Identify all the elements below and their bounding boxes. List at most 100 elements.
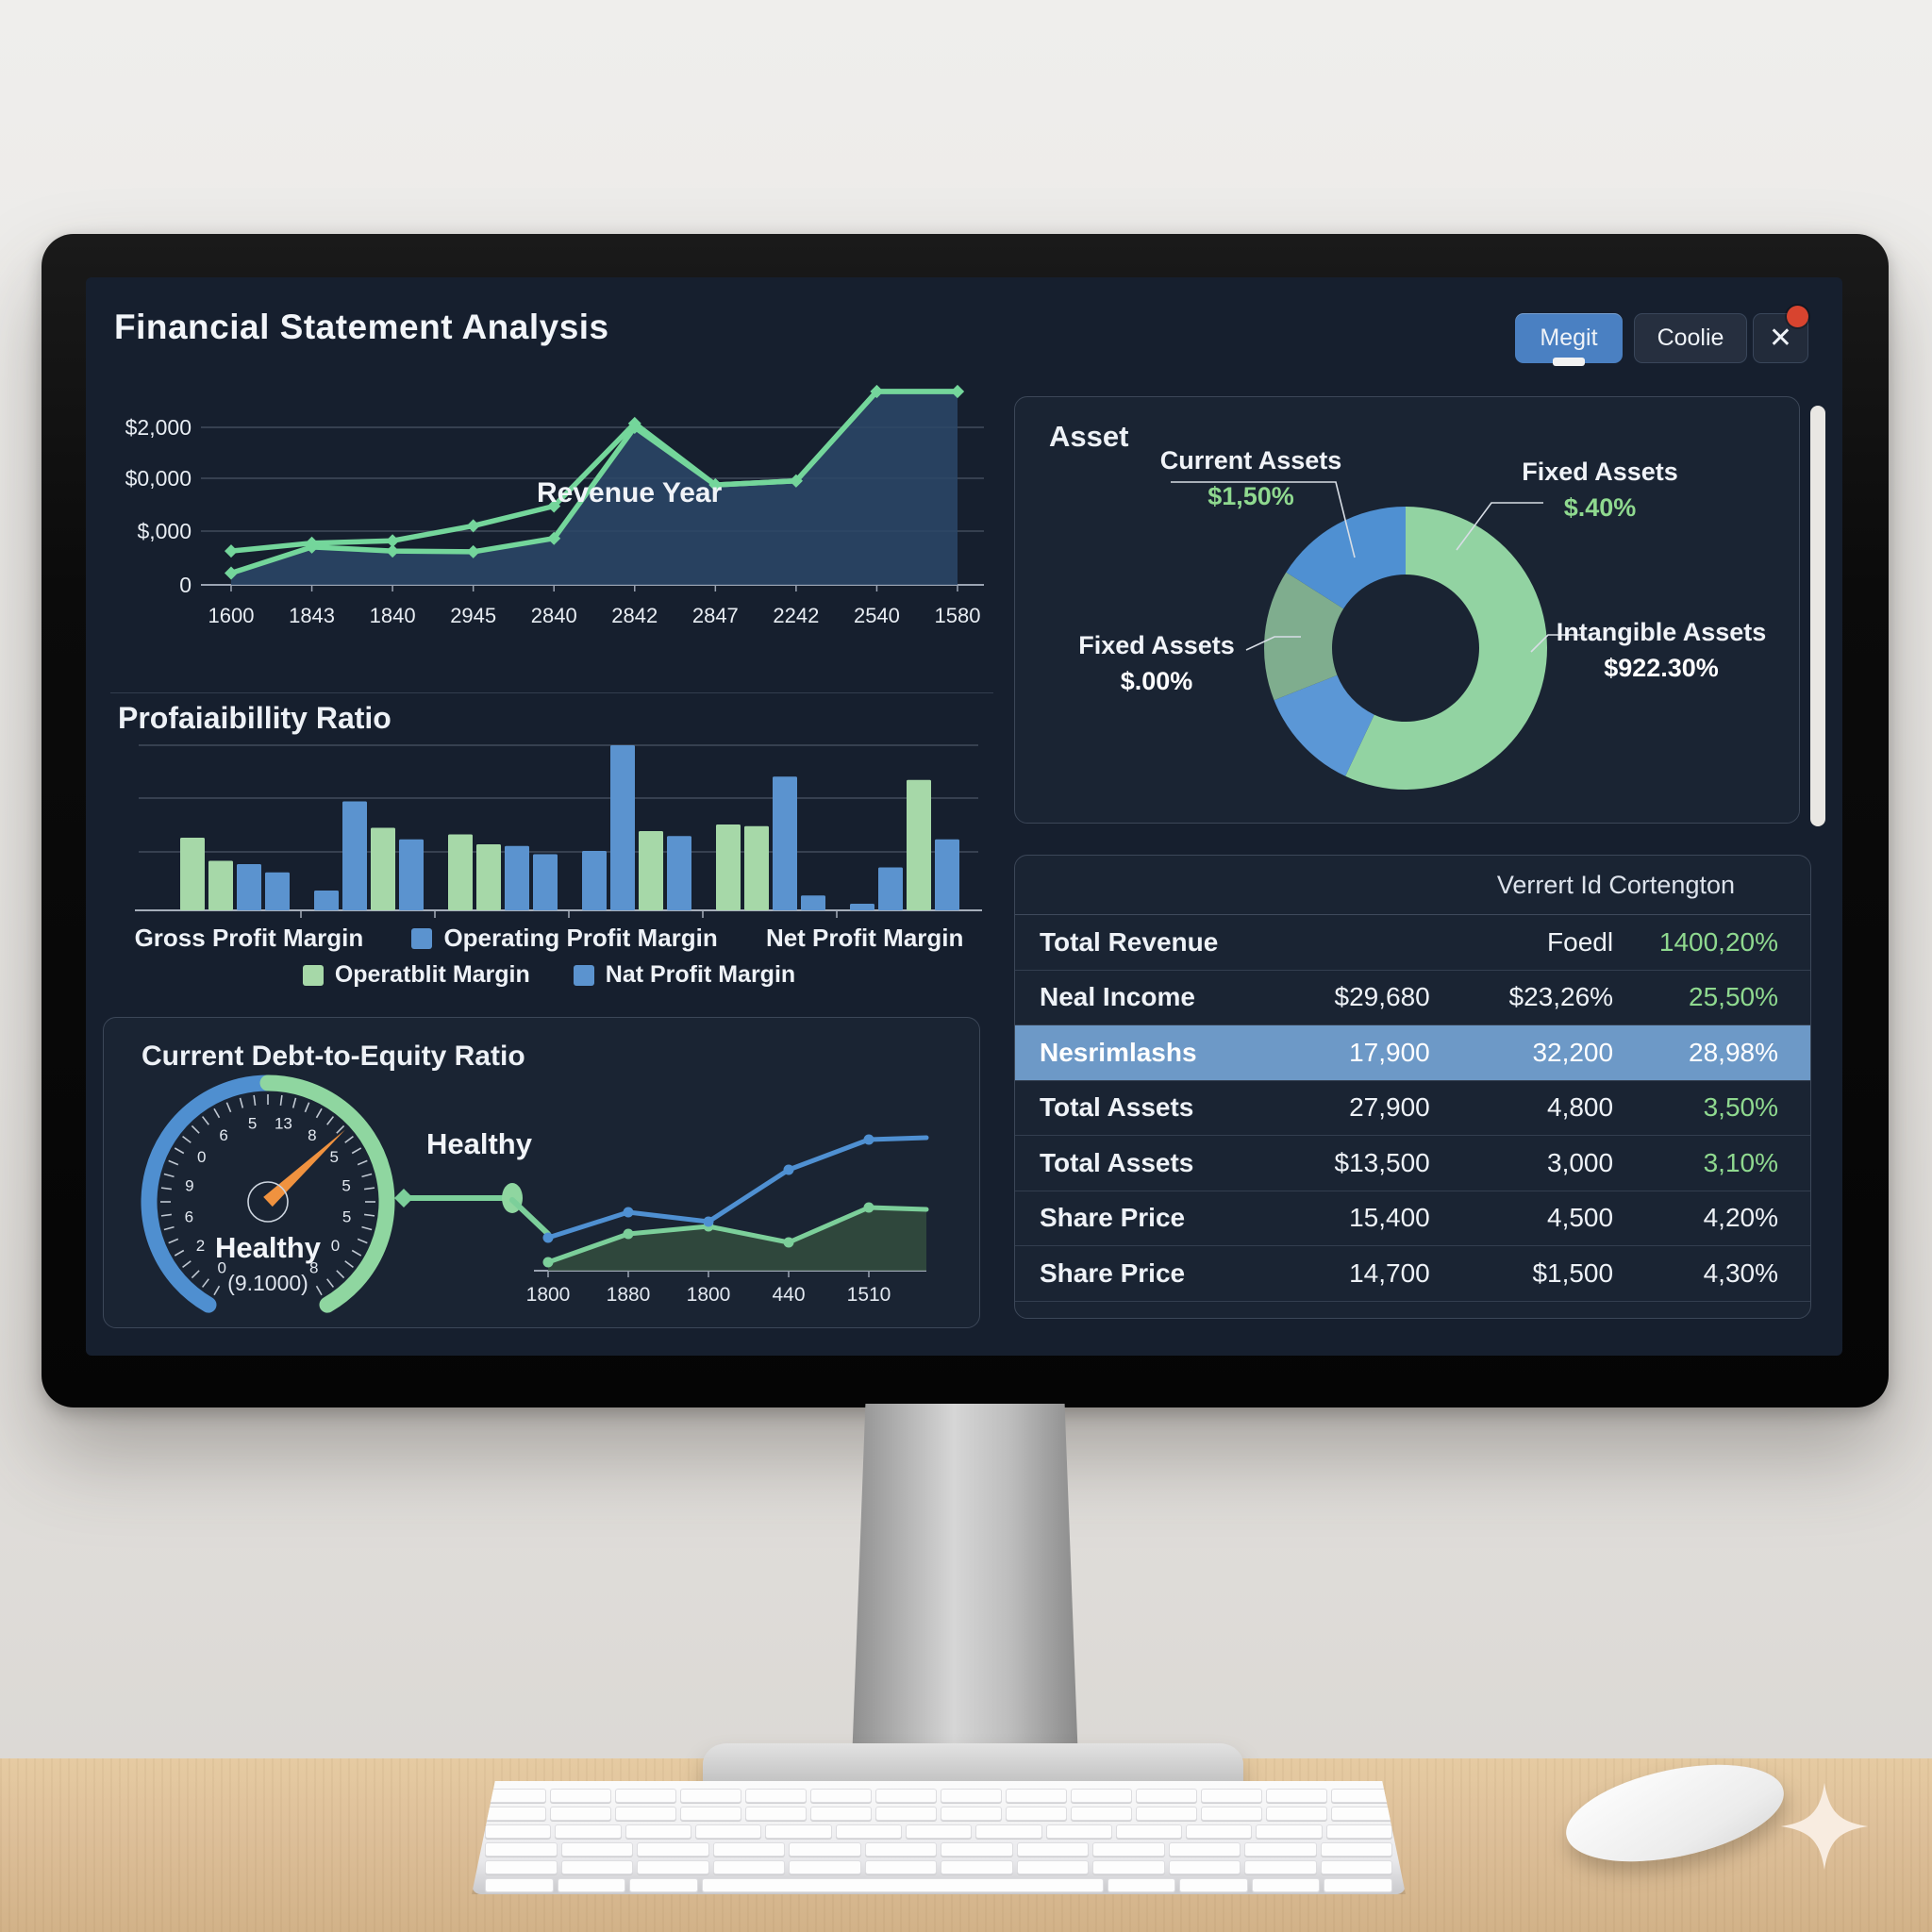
key (1201, 1807, 1262, 1821)
key (1071, 1807, 1132, 1821)
table-row[interactable]: Share Price 14,700 $1,500 4,30% (1015, 1246, 1810, 1302)
key (485, 1789, 546, 1803)
row-label: Total Revenue (1040, 926, 1219, 957)
key (485, 1807, 546, 1821)
revenue-chart: $2,000 $0,000 $,000 0 1600 1843 1840 2945 2840 28… (110, 385, 993, 672)
table-row[interactable]: Nesrimlashs 17,900 32,200 28,98% (1015, 1025, 1810, 1081)
dashboard-screen: Financial Statement Analysis Megit Cooli… (86, 277, 1842, 1356)
key (1092, 1860, 1165, 1874)
row-value: $13,500 (1334, 1147, 1430, 1177)
key (694, 1824, 762, 1839)
axis-label-gross: Gross Profit Margin (134, 924, 364, 952)
key (485, 1860, 558, 1874)
key (1006, 1807, 1067, 1821)
gauge-panel-title: Current Debt-to-Equity Ratio (142, 1041, 525, 1072)
row-value: 4,30% (1703, 1257, 1778, 1288)
key (615, 1789, 676, 1803)
row-value: 32,200 (1532, 1037, 1614, 1067)
debt-equity-panel: Current Debt-to-Equity Ratio 0 2 6 9 0 6 5 13 8 5… (103, 1017, 980, 1328)
profitability-chart-title: Profaiaibillity Ratio (118, 701, 391, 735)
callout-fixed-assets-l-label: Fixed Assets (1078, 631, 1235, 659)
callout-intangible-value: $922.30% (1604, 654, 1719, 682)
key (1320, 1860, 1392, 1874)
svg-text:1840: 1840 (370, 604, 416, 627)
table-row[interactable]: Neal Income $29,680 $23,26% 25,50% (1015, 971, 1810, 1025)
key (835, 1824, 902, 1839)
key (680, 1807, 741, 1821)
row-value: 4,800 (1547, 1092, 1614, 1123)
svg-text:2540: 2540 (854, 604, 900, 627)
callout-fixed-assets-tr-value: $.40% (1563, 493, 1637, 522)
key (1186, 1824, 1253, 1839)
key (941, 1842, 1013, 1857)
key (875, 1789, 937, 1803)
legend-item-nat-profit: Nat Profit Margin (573, 961, 795, 989)
gauge-annotation-label: Healthy (426, 1127, 532, 1160)
key (745, 1789, 807, 1803)
coolie-button[interactable]: Coolie (1634, 313, 1747, 363)
key (550, 1789, 611, 1803)
row-value: 1400,20% (1658, 926, 1778, 957)
megit-button-label: Megit (1540, 325, 1598, 351)
blue-swatch-icon (573, 964, 594, 986)
revenue-chart-canvas: $2,000 $0,000 $,000 0 1600 1843 1840 2945 2840 28… (125, 385, 984, 627)
key (789, 1842, 861, 1857)
row-value: 14,700 (1349, 1257, 1430, 1288)
table-row[interactable]: Total Revenue Foedl 1400,20% (1015, 915, 1810, 971)
table-row[interactable]: Total Assets 27,900 4,800 3,50% (1015, 1081, 1810, 1136)
key (485, 1824, 552, 1839)
key (1168, 1842, 1241, 1857)
key (680, 1789, 741, 1803)
key (712, 1860, 785, 1874)
svg-text:5: 5 (341, 1176, 350, 1194)
svg-text:1800: 1800 (526, 1284, 571, 1306)
profitability-chart: Profaiaibillity Ratio Gross Profit Margi… (110, 692, 993, 995)
coolie-button-label: Coolie (1657, 325, 1724, 351)
svg-text:5: 5 (248, 1115, 257, 1133)
key (1244, 1842, 1317, 1857)
gauge-status-sublabel: (9.1000) (227, 1271, 308, 1295)
row-value: 3,10% (1703, 1147, 1778, 1177)
svg-text:9: 9 (185, 1176, 193, 1194)
key (1324, 1878, 1392, 1892)
row-value: 4,500 (1547, 1203, 1614, 1233)
monitor: Financial Statement Analysis Megit Cooli… (42, 234, 1889, 1407)
megit-button[interactable]: Megit (1515, 313, 1623, 366)
key (637, 1842, 709, 1857)
table-body: Total Revenue Foedl 1400,20% Neal Income $29… (1015, 915, 1810, 1302)
row-value: 4,20% (1703, 1203, 1778, 1233)
key (1045, 1824, 1112, 1839)
sparkle-icon (1780, 1782, 1869, 1871)
table-row[interactable]: Total Assets $13,500 3,000 3,10% (1015, 1136, 1810, 1191)
key (941, 1789, 1002, 1803)
axis-label-net: Net Profit Margin (765, 924, 964, 952)
bar-legend: Operatblit Margin Nat Profit Margin (110, 961, 988, 989)
callout-intangible-label: Intangible Assets (1556, 618, 1767, 646)
table-header: Verrert Id Cortengton (1015, 856, 1810, 915)
key (975, 1824, 1042, 1839)
row-label: Total Assets (1040, 1092, 1194, 1123)
key (1244, 1860, 1317, 1874)
key (905, 1824, 973, 1839)
table-row[interactable]: Share Price 15,400 4,500 4,20% (1015, 1191, 1810, 1246)
row-value: 17,900 (1349, 1037, 1430, 1067)
svg-text:$,000: $,000 (137, 519, 192, 543)
key (1201, 1789, 1262, 1803)
scrollbar[interactable] (1810, 406, 1825, 826)
row-value: 28,98% (1689, 1037, 1778, 1067)
key (485, 1878, 554, 1892)
bar-axis-labels: Gross Profit Margin Operating Profit Mar… (110, 924, 988, 953)
key (1168, 1860, 1241, 1874)
green-swatch-icon (302, 964, 324, 986)
svg-text:0: 0 (218, 1259, 226, 1277)
svg-text:2945: 2945 (450, 604, 496, 627)
svg-text:1600: 1600 (208, 604, 255, 627)
blue-swatch-icon (411, 927, 433, 949)
key (1136, 1807, 1197, 1821)
key (810, 1807, 872, 1821)
row-label: Share Price (1040, 1203, 1186, 1233)
key (1115, 1824, 1183, 1839)
row-value: $1,500 (1532, 1257, 1614, 1288)
active-tab-indicator (1553, 358, 1585, 366)
